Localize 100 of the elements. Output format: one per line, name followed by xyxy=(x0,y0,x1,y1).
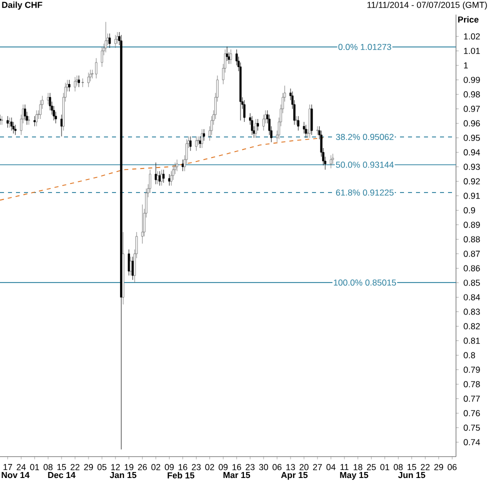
y-tick-label: 0.99 xyxy=(464,76,480,83)
y-tick-label: 0.82 xyxy=(464,323,480,330)
x-tick-label: 02 xyxy=(205,464,214,470)
y-tick-label: 0.87 xyxy=(464,250,480,257)
y-tick-label: 0.93 xyxy=(464,164,480,170)
x2-tick-label: Jan 15 xyxy=(110,472,136,478)
candlestick xyxy=(250,116,254,136)
candlestick xyxy=(226,46,228,62)
candlestick xyxy=(82,78,84,88)
y-tick-label: 0.85 xyxy=(464,280,480,286)
ref-line-label: 61.8% 0.91225 xyxy=(336,189,394,196)
y-tick-label: 0.8 xyxy=(464,352,476,358)
y-tick-label: 0.79 xyxy=(464,366,480,373)
y-tick-label: 0.84 xyxy=(464,294,480,300)
chart-title: Daily CHF xyxy=(2,2,42,10)
x-tick-label: 27 xyxy=(313,464,322,470)
candlestick xyxy=(162,169,165,184)
candlestick xyxy=(330,155,332,169)
ref-line-label: 38.2% 0.95062 xyxy=(336,134,394,140)
candlestick xyxy=(230,49,232,64)
x-tick-label: 11 xyxy=(340,464,348,470)
y-tick-label: 0.94 xyxy=(464,149,480,156)
candlestick xyxy=(39,100,42,120)
ref-line-label: 0.0% 1.01273 xyxy=(338,44,392,50)
x-tick-label: 15 xyxy=(408,464,416,470)
x2-tick-label: Nov 14 xyxy=(2,472,30,478)
candlestick xyxy=(332,154,334,164)
x-tick-label: 22 xyxy=(70,464,80,470)
y-tick-label: 0.96 xyxy=(464,120,480,126)
candlestick xyxy=(100,46,104,68)
x-tick-label: 01 xyxy=(380,464,390,470)
candlestick xyxy=(10,117,13,131)
x-tick-label: 26 xyxy=(138,464,147,470)
x-tick-label: 01 xyxy=(30,464,40,470)
x-tick-label: 20 xyxy=(300,464,308,470)
candlestick xyxy=(254,118,257,138)
y-tick-label: 1.01 xyxy=(464,48,480,54)
candlestick xyxy=(302,122,306,134)
x2-tick-label: Jun 15 xyxy=(398,472,426,478)
x-tick-label: 04 xyxy=(326,464,336,470)
candlestick xyxy=(256,118,259,131)
candlestick xyxy=(316,126,319,136)
x2-tick-label: Dec 14 xyxy=(48,472,76,478)
x-tick-label: 16 xyxy=(178,464,188,470)
y-tick-label: 0.78 xyxy=(464,381,480,388)
x-tick-label: 24 xyxy=(16,464,26,470)
candlestick xyxy=(295,116,298,126)
candlestick xyxy=(310,104,313,136)
candlestick xyxy=(104,22,107,53)
x2-tick-label: Mar 15 xyxy=(224,472,250,478)
x2-tick-label: May 15 xyxy=(340,472,368,480)
candlestick xyxy=(160,169,163,186)
y-tick-label: 0.91 xyxy=(464,192,480,199)
candlestick xyxy=(148,169,152,194)
x-tick-label: 18 xyxy=(354,464,362,470)
y-tick-label: 0.98 xyxy=(464,91,480,98)
x-tick-label: 05 xyxy=(97,464,106,470)
candlestick xyxy=(78,75,80,88)
x-tick-label: 06 xyxy=(448,464,457,470)
candlestick xyxy=(95,58,98,79)
candlestick xyxy=(141,204,144,244)
candlestick xyxy=(297,116,300,131)
y-tick-label: 0.86 xyxy=(464,265,480,272)
x-tick-label: 19 xyxy=(124,464,134,470)
x-tick-label: 30 xyxy=(259,464,268,470)
y-axis-title: Price xyxy=(458,16,478,23)
y-tick-label: 1.02 xyxy=(464,33,480,40)
candlestick xyxy=(6,116,9,128)
y-tick-label: 0.97 xyxy=(464,106,480,112)
candlestick xyxy=(14,124,16,136)
x-tick-label: 13 xyxy=(286,464,295,470)
y-tick-label: 0.74 xyxy=(464,439,480,446)
x-tick-label: 08 xyxy=(394,464,403,470)
candlestick xyxy=(8,117,11,128)
candlestick xyxy=(156,170,159,184)
candlestick xyxy=(28,116,30,126)
y-tick-label: 0.88 xyxy=(464,236,480,242)
candlestick xyxy=(154,162,157,184)
x-tick-label: 08 xyxy=(44,464,53,470)
candlestick xyxy=(47,92,50,105)
candlestick xyxy=(202,128,206,141)
y-tick-label: 0.77 xyxy=(464,396,480,402)
candlestick xyxy=(168,174,170,186)
y-tick-label: 0.9 xyxy=(464,207,476,214)
candlestick xyxy=(130,256,132,276)
y-tick-label: 0.83 xyxy=(464,308,480,315)
y-tick-label: 0.75 xyxy=(464,424,480,431)
x-tick-label: 23 xyxy=(246,464,255,470)
candlestick xyxy=(12,122,15,134)
candlestick xyxy=(74,76,76,92)
y-tick-label: 1 xyxy=(464,62,468,68)
y-tick-label: 0.89 xyxy=(464,222,480,228)
candlestick xyxy=(128,249,130,276)
candlestick xyxy=(262,114,265,131)
y-tick-label: 0.95 xyxy=(464,134,480,141)
x-tick-label: 17 xyxy=(4,464,12,470)
x-tick-label: 16 xyxy=(232,464,242,470)
y-tick-label: 0.76 xyxy=(464,410,480,416)
candlestick xyxy=(68,80,70,92)
candlestick xyxy=(114,34,117,48)
